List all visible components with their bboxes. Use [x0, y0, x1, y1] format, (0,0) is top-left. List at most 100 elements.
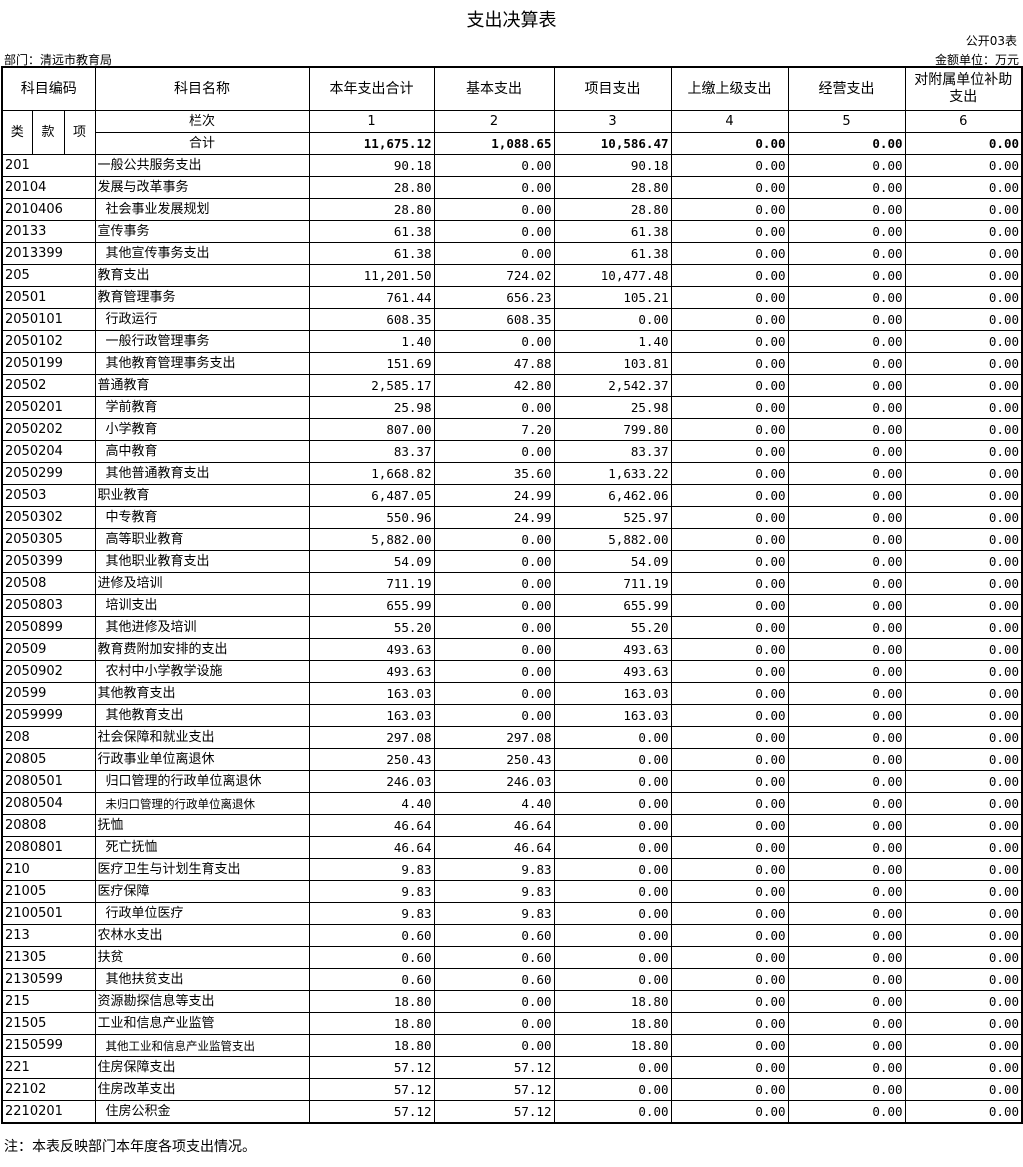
row-value: 0.00 — [787, 902, 906, 925]
row-value: 0.00 — [787, 1078, 906, 1101]
row-value: 0.00 — [553, 836, 672, 859]
row-value: 0.00 — [553, 1056, 672, 1079]
row-name: 其他宣传事务支出 — [94, 242, 310, 265]
row-value: 0.00 — [787, 660, 906, 683]
row-value: 0.60 — [308, 946, 435, 969]
col-num: 6 — [904, 110, 1023, 133]
row-value: 18.80 — [308, 990, 435, 1013]
row-value: 0.00 — [787, 418, 906, 441]
table-row: 2050803 培训支出 655.99 0.00 655.99 0.00 0.00 0.00 — [1, 594, 1023, 617]
row-value: 2,585.17 — [308, 374, 435, 397]
row-value: 105.21 — [553, 286, 672, 309]
row-value: 6,487.05 — [308, 484, 435, 507]
row-value: 57.12 — [433, 1078, 555, 1101]
row-value: 0.00 — [670, 1100, 789, 1124]
row-value: 61.38 — [308, 220, 435, 243]
row-value: 0.00 — [787, 374, 906, 397]
header-name: 科目名称 — [94, 66, 310, 111]
row-value: 0.00 — [433, 638, 555, 661]
row-value: 711.19 — [553, 572, 672, 595]
row-value: 28.80 — [308, 176, 435, 199]
unit-label: 金额单位：万元 — [934, 53, 1019, 67]
row-value: 0.00 — [904, 572, 1023, 595]
row-value: 0.00 — [670, 880, 789, 903]
row-name: 农村中小学教学设施 — [94, 660, 310, 683]
expenditure-table: 科目编码 科目名称 本年支出合计 基本支出 项目支出 上缴上级支出 经营支出 对… — [1, 66, 1023, 1124]
row-name: 宣传事务 — [94, 220, 310, 243]
form-number: 公开03表 — [965, 34, 1017, 48]
table-row: 2050204 高中教育 83.37 0.00 83.37 0.00 0.00 0.00 — [1, 440, 1023, 463]
row-value: 0.00 — [787, 792, 906, 815]
row-name: 一般公共服务支出 — [94, 154, 310, 177]
row-value: 0.00 — [904, 1034, 1023, 1057]
table-row: 205 教育支出 11,201.50 724.02 10,477.48 0.00 0.00 0… — [1, 264, 1023, 287]
row-code: 2050902 — [1, 660, 96, 683]
row-value: 0.00 — [904, 594, 1023, 617]
header-col: 上缴上级支出 — [670, 66, 789, 111]
row-value: 0.00 — [670, 1078, 789, 1101]
row-code: 2050399 — [1, 550, 96, 573]
table-row: 2050902 农村中小学教学设施 493.63 0.00 493.63 0.00 0.00… — [1, 660, 1023, 683]
row-value: 0.00 — [787, 154, 906, 177]
row-value: 0.00 — [433, 198, 555, 221]
row-code: 208 — [1, 726, 96, 749]
row-value: 0.00 — [433, 440, 555, 463]
row-value: 493.63 — [553, 660, 672, 683]
row-name: 学前教育 — [94, 396, 310, 419]
col-num: 1 — [308, 110, 435, 133]
row-value: 550.96 — [308, 506, 435, 529]
row-value: 525.97 — [553, 506, 672, 529]
row-code: 21005 — [1, 880, 96, 903]
row-value: 90.18 — [308, 154, 435, 177]
row-value: 0.00 — [433, 396, 555, 419]
row-value: 0.00 — [787, 748, 906, 771]
table-row: 221 住房保障支出 57.12 57.12 0.00 0.00 0.00 0.00 — [1, 1056, 1023, 1079]
row-value: 0.00 — [433, 330, 555, 353]
row-value: 57.12 — [308, 1100, 435, 1124]
row-value: 0.00 — [433, 616, 555, 639]
row-code: 2080801 — [1, 836, 96, 859]
row-code: 20509 — [1, 638, 96, 661]
row-code: 221 — [1, 1056, 96, 1079]
table-row: 2080501 归口管理的行政单位离退休 246.03 246.03 0.00 0.00 0… — [1, 770, 1023, 793]
row-value: 0.00 — [433, 220, 555, 243]
row-value: 0.00 — [787, 550, 906, 573]
row-value: 57.12 — [433, 1056, 555, 1079]
row-code: 20805 — [1, 748, 96, 771]
row-value: 0.00 — [904, 198, 1023, 221]
table-row: 201 一般公共服务支出 90.18 0.00 90.18 0.00 0.00 0.00 — [1, 154, 1023, 177]
table-row: 2059999 其他教育支出 163.03 0.00 163.03 0.00 0.00 0.0… — [1, 704, 1023, 727]
col-num: 4 — [670, 110, 789, 133]
row-value: 0.00 — [787, 924, 906, 947]
row-value: 0.00 — [787, 264, 906, 287]
table-row: 21505 工业和信息产业监管 18.80 0.00 18.80 0.00 0.00 0.00 — [1, 1012, 1023, 1035]
row-value: 0.00 — [904, 220, 1023, 243]
row-code: 20501 — [1, 286, 96, 309]
row-name: 其他工业和信息产业监管支出 — [94, 1034, 310, 1057]
row-code: 2050102 — [1, 330, 96, 353]
row-value: 0.00 — [904, 154, 1023, 177]
row-value: 0.00 — [904, 506, 1023, 529]
row-value: 0.00 — [904, 726, 1023, 749]
row-value: 0.00 — [904, 242, 1023, 265]
row-code: 21305 — [1, 946, 96, 969]
table-row: 20599 其他教育支出 163.03 0.00 163.03 0.00 0.00 0.00 — [1, 682, 1023, 705]
column-number-row: 类 款 项 栏次 1 2 3 4 5 6 — [1, 110, 1023, 155]
header-col: 基本支出 — [433, 66, 555, 111]
row-value: 0.00 — [904, 528, 1023, 551]
table-row: 2050102 一般行政管理事务 1.40 0.00 1.40 0.00 0.00 0.00 — [1, 330, 1023, 353]
row-code: 2059999 — [1, 704, 96, 727]
row-value: 54.09 — [308, 550, 435, 573]
row-value: 0.00 — [787, 308, 906, 331]
row-name: 职业教育 — [94, 484, 310, 507]
row-code: 2150599 — [1, 1034, 96, 1057]
row-code: 2050299 — [1, 462, 96, 485]
row-value: 0.00 — [670, 660, 789, 683]
table-row: 20501 教育管理事务 761.44 656.23 105.21 0.00 0.00 0.0… — [1, 286, 1023, 309]
row-value: 655.99 — [553, 594, 672, 617]
page-title: 支出决算表 — [466, 10, 557, 31]
header-xiang: 项 — [63, 110, 96, 155]
table-row: 20503 职业教育 6,487.05 24.99 6,462.06 0.00 0.00 0.… — [1, 484, 1023, 507]
header-col: 项目支出 — [553, 66, 672, 111]
row-code: 20503 — [1, 484, 96, 507]
